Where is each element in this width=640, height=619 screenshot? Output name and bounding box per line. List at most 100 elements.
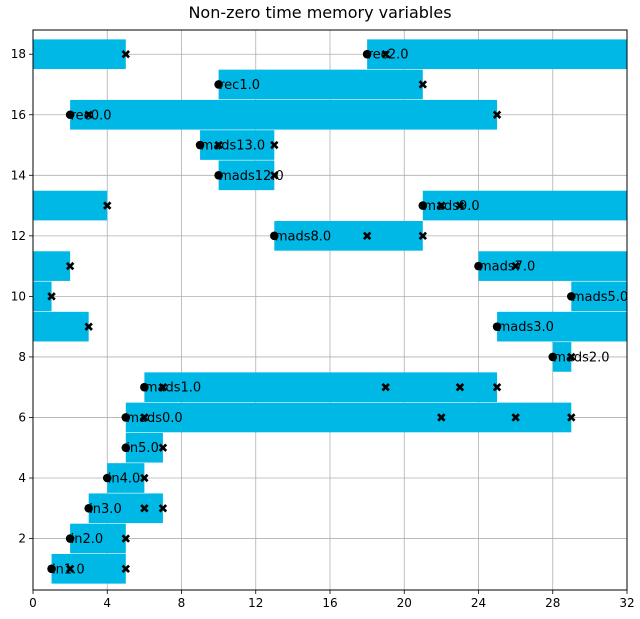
end-marker — [84, 110, 93, 119]
bar — [70, 99, 498, 130]
bar — [70, 523, 126, 554]
start-marker — [270, 231, 279, 241]
bar-label: mads0.0 — [126, 411, 182, 426]
bar — [422, 190, 627, 221]
bar — [125, 432, 163, 463]
x-tick-label: 20 — [397, 596, 412, 610]
start-marker — [362, 49, 372, 59]
end-marker — [437, 201, 446, 210]
y-tick-label: 8 — [18, 350, 26, 364]
start-marker — [548, 352, 558, 362]
bar-label: in4.0 — [108, 472, 141, 487]
end-marker — [511, 413, 520, 422]
start-marker — [195, 140, 205, 150]
x-tick-label: 32 — [619, 596, 634, 610]
bar — [552, 342, 572, 372]
end-marker — [140, 413, 149, 422]
end-marker — [418, 231, 428, 241]
end-marker — [381, 50, 390, 59]
y-tick-label: 12 — [11, 229, 26, 243]
end-marker — [511, 261, 520, 271]
end-marker — [270, 140, 279, 150]
bar-label: mads9.0 — [423, 199, 479, 214]
y-tick-label: 18 — [11, 47, 26, 61]
bar-label: mads7.0 — [479, 260, 535, 275]
bar — [497, 311, 627, 342]
bar — [144, 372, 498, 403]
bar-label: rec1.0 — [219, 78, 260, 93]
bar — [33, 251, 71, 281]
y-tick-label: 10 — [11, 289, 26, 303]
bar — [200, 130, 275, 160]
bar — [51, 553, 126, 584]
y-tick-label: 16 — [11, 108, 26, 122]
bars — [33, 39, 627, 584]
x-tick-label: 8 — [178, 596, 186, 610]
bar-label: mads8.0 — [275, 229, 331, 244]
start-marker — [567, 292, 576, 301]
start-marker — [418, 201, 428, 210]
end-marker — [455, 201, 465, 210]
chart-title: Non-zero time memory variables — [188, 3, 451, 22]
bar — [33, 39, 126, 70]
bar — [33, 190, 108, 221]
start-marker — [214, 80, 223, 89]
end-marker — [65, 564, 75, 574]
bar — [218, 160, 275, 191]
end-marker — [65, 261, 75, 271]
bar-label: mads5.0 — [572, 290, 628, 305]
bar-label: rec2.0 — [368, 48, 409, 63]
end-marker — [47, 292, 56, 301]
start-marker — [214, 170, 223, 180]
end-marker — [381, 382, 390, 392]
y-tick-label: 2 — [18, 532, 26, 546]
start-marker — [121, 443, 131, 453]
bar-label: mads13.0 — [201, 139, 266, 154]
bar-label: in2.0 — [71, 532, 104, 547]
end-marker — [121, 564, 131, 574]
end-marker — [158, 443, 168, 452]
markers — [47, 49, 576, 574]
end-marker — [158, 382, 168, 392]
end-marker — [140, 473, 149, 483]
bar — [88, 493, 163, 524]
x-tick-label: 16 — [322, 596, 337, 610]
bar — [478, 251, 627, 281]
bar — [33, 281, 52, 312]
bar-label: in3.0 — [89, 502, 122, 517]
end-marker — [455, 382, 465, 392]
start-marker — [65, 534, 75, 543]
start-marker — [65, 110, 75, 120]
bar-label: mads3.0 — [498, 320, 554, 335]
start-marker — [121, 413, 131, 422]
end-marker — [103, 201, 112, 210]
x-tick-label: 12 — [248, 596, 263, 610]
start-marker — [84, 503, 93, 513]
end-marker — [492, 382, 502, 392]
bar-label: in1.0 — [52, 562, 85, 577]
end-marker — [567, 413, 576, 422]
y-tick-label: 14 — [11, 168, 26, 182]
start-marker — [47, 564, 56, 574]
end-marker — [121, 534, 131, 543]
bar — [571, 281, 627, 312]
end-marker — [437, 413, 446, 422]
bar — [125, 402, 572, 433]
bar — [274, 221, 423, 251]
end-marker — [270, 171, 279, 180]
end-marker — [362, 231, 372, 241]
end-marker — [567, 352, 576, 362]
bar-label: rec0.0 — [71, 108, 112, 123]
bar — [218, 69, 423, 100]
end-marker — [492, 110, 502, 119]
end-marker — [214, 140, 223, 150]
start-marker — [492, 322, 502, 331]
y-tick-label: 4 — [18, 471, 26, 485]
x-tick-label: 24 — [471, 596, 486, 610]
end-marker — [84, 322, 93, 331]
end-marker — [158, 504, 168, 513]
end-marker — [121, 50, 131, 59]
bar — [367, 39, 627, 70]
